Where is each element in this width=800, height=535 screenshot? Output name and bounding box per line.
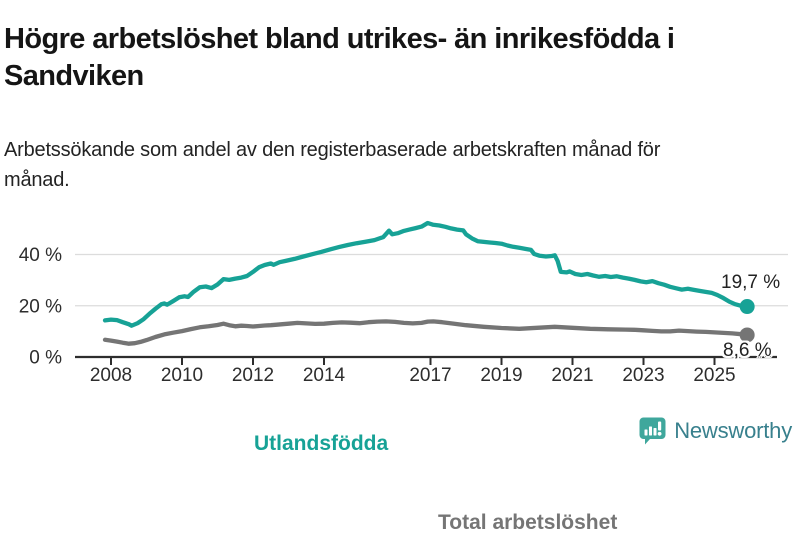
newsworthy-logo-text: Newsworthy [674, 417, 792, 443]
x-axis-tick-label: 2025 [693, 365, 735, 386]
y-axis-tick-label: 40 % [19, 245, 62, 266]
unemployment-line-chart: 0 % 20 % 40 % 2008 2010 2012 2014 2017 2019 2021 2… [0, 200, 800, 534]
x-axis-tick-label: 2017 [409, 365, 451, 386]
y-axis-tick-label: 0 % [29, 348, 62, 369]
newsworthy-logo-icon [638, 416, 667, 445]
end-value-label-total: 8,6 % [723, 340, 772, 361]
x-axis-tick-label: 2014 [303, 365, 346, 386]
series-line-1 [102, 319, 750, 346]
series-label-total-arbetsloshet: Total arbetslöshet [438, 511, 618, 534]
chart-subtitle: Arbetssökande som andel av den registerb… [4, 139, 661, 191]
x-axis-tick-label: 2008 [90, 365, 132, 386]
end-value-label-utlandsfodda: 19,7 % [721, 272, 781, 293]
series-end-dot-0 [739, 299, 755, 315]
chart-plot-area: 0 % 20 % 40 % 2008 2010 2012 2014 2017 2019 2021 2… [19, 220, 788, 386]
x-axis-tick-label: 2010 [161, 365, 203, 386]
series-label-utlandsfodda: Utlandsfödda [254, 432, 389, 455]
x-axis-tick-label: 2023 [622, 365, 664, 386]
y-axis-tick-label: 20 % [19, 296, 62, 317]
page-title: Högre arbetslöshet bland utrikes- än inr… [4, 23, 675, 93]
x-axis-tick-label: 2012 [232, 365, 274, 386]
x-axis-tick-label: 2019 [480, 365, 522, 386]
newsworthy-logo[interactable]: Newsworthy [638, 416, 792, 445]
series-line-0 [102, 220, 750, 328]
x-axis-tick-label: 2021 [551, 365, 593, 386]
series-end-dot-1 [739, 327, 755, 343]
